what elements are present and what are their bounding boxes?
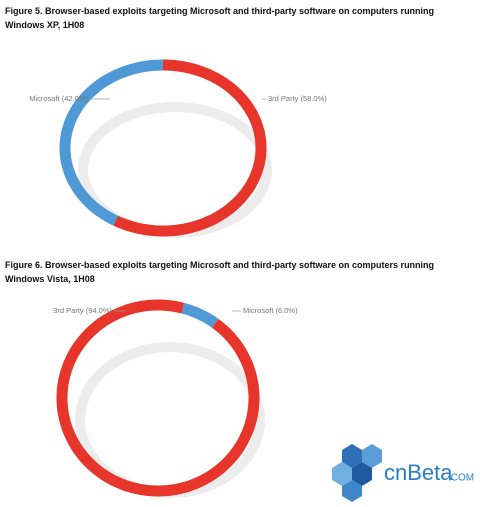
- ring-segment: [113, 59, 267, 237]
- ring-segment: [181, 302, 219, 328]
- logo: [332, 444, 382, 502]
- logo-text: cnBeta: [384, 460, 453, 485]
- data-label: 3rd Party (94.0%): [53, 306, 112, 315]
- data-label: Microsoft (6.0%): [243, 306, 298, 315]
- chart-title: Figure 6. Browser-based exploits targeti…: [5, 260, 435, 284]
- ring-segment: [56, 299, 260, 497]
- logo-suffix: .COM: [448, 473, 474, 484]
- ring-segment: [59, 59, 164, 226]
- data-label: 3rd Party (58.0%): [268, 94, 327, 103]
- chart-title: Figure 5. Browser-based exploits targeti…: [5, 6, 435, 30]
- data-label: Microsoft (42.0%): [29, 94, 88, 103]
